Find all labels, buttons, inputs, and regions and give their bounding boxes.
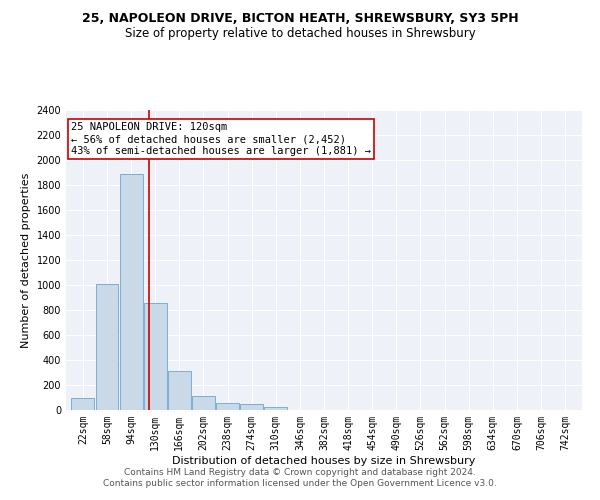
X-axis label: Distribution of detached houses by size in Shrewsbury: Distribution of detached houses by size … <box>172 456 476 466</box>
Bar <box>216 403 239 410</box>
Bar <box>168 371 191 410</box>
Bar <box>119 174 143 410</box>
Bar <box>71 398 94 410</box>
Text: Size of property relative to detached houses in Shrewsbury: Size of property relative to detached ho… <box>125 28 475 40</box>
Bar <box>192 396 215 410</box>
Text: 25 NAPOLEON DRIVE: 120sqm
← 56% of detached houses are smaller (2,452)
43% of se: 25 NAPOLEON DRIVE: 120sqm ← 56% of detac… <box>71 122 371 156</box>
Text: 25, NAPOLEON DRIVE, BICTON HEATH, SHREWSBURY, SY3 5PH: 25, NAPOLEON DRIVE, BICTON HEATH, SHREWS… <box>82 12 518 26</box>
Bar <box>265 407 287 410</box>
Bar <box>95 284 118 410</box>
Bar <box>240 404 263 410</box>
Y-axis label: Number of detached properties: Number of detached properties <box>21 172 31 348</box>
Bar <box>144 302 167 410</box>
Text: Contains HM Land Registry data © Crown copyright and database right 2024.
Contai: Contains HM Land Registry data © Crown c… <box>103 468 497 487</box>
